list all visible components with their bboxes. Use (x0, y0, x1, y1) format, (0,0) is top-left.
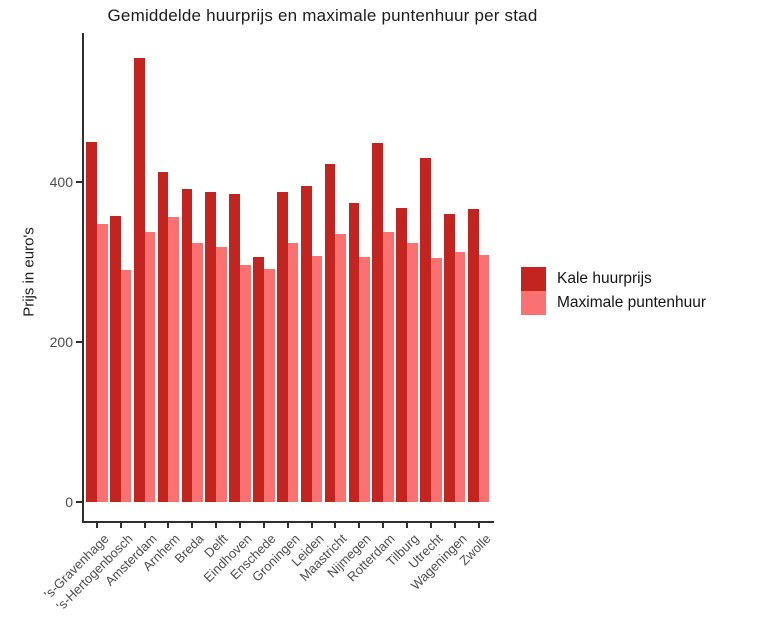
bar-kale-arnhem (157, 171, 169, 502)
x-axis-tick (382, 523, 385, 528)
bar-kale-zwolle (467, 209, 479, 502)
y-axis-tick (76, 501, 82, 503)
bar-kale-groningen (277, 192, 288, 502)
y-tick-label: 200 (49, 334, 73, 350)
legend-label-kale-huurprijs: Kale huurprijs (557, 270, 652, 287)
bar-max-amsterdam (144, 231, 156, 502)
x-axis-tick (477, 523, 480, 528)
bar-max-leiden (311, 256, 323, 502)
chart-title: Gemiddelde huurprijs en maximale puntenh… (107, 6, 538, 25)
bar-max-eindhoven (240, 265, 251, 502)
bar-max-delft (216, 246, 227, 502)
y-axis-tick (76, 181, 82, 183)
x-axis-tick (143, 523, 146, 528)
bar-kale-maastricht (324, 164, 336, 502)
x-axis-tick (215, 523, 218, 528)
x-axis-tick (429, 523, 432, 528)
bar-kale-enschede (253, 257, 264, 502)
bar-max-maastricht (335, 234, 347, 502)
x-axis-tick (405, 523, 408, 528)
x-axis-tick (358, 523, 361, 528)
bar-kale-nijmegen (348, 202, 360, 502)
bar-max-utrecht (430, 258, 442, 502)
bar-kale-amsterdam (133, 58, 145, 502)
legend-entry-maximale-puntenhuur: Maximale puntenhuur (521, 291, 706, 315)
y-axis-line (82, 33, 84, 523)
y-tick-label: 0 (65, 494, 73, 510)
bar-max-shertogenbosch (120, 270, 132, 502)
x-axis-tick (119, 523, 122, 528)
bar-max-zwolle (478, 254, 490, 502)
legend-label-maximale-puntenhuur: Maximale puntenhuur (557, 294, 707, 311)
x-axis-tick (453, 523, 456, 528)
bar-kale-breda (181, 189, 193, 502)
legend-entry-kale-huurprijs: Kale huurprijs (521, 267, 706, 291)
bar-max-groningen (287, 242, 299, 502)
x-axis-tick (310, 523, 313, 528)
bar-kale-eindhoven (229, 194, 240, 502)
bar-kale-shertogenbosch (110, 215, 121, 502)
bar-max-rotterdam (383, 231, 394, 502)
bar-max-sgravenhage (96, 223, 108, 502)
bar-max-arnhem (168, 217, 180, 502)
legend-swatch-maximale-puntenhuur (521, 291, 546, 315)
bar-max-nijmegen (359, 257, 370, 502)
x-axis-tick (191, 523, 194, 528)
bar-kale-leiden (300, 186, 312, 502)
x-axis-tick (167, 523, 170, 528)
y-tick-label: 400 (49, 174, 73, 190)
bar-kale-tilburg (396, 207, 407, 502)
legend: Kale huurprijs Maximale puntenhuur (521, 267, 706, 315)
y-axis-title: Prijs in euro's (20, 227, 38, 317)
bar-max-breda (192, 242, 203, 502)
bar-kale-sgravenhage (86, 142, 97, 502)
bar-max-enschede (263, 269, 275, 502)
bar-kale-delft (205, 192, 217, 502)
x-axis-tick (239, 523, 242, 528)
bar-kale-utrecht (420, 158, 431, 502)
bar-max-tilburg (406, 242, 418, 502)
bar-kale-wageningen (443, 214, 455, 502)
x-axis-line (82, 521, 494, 523)
y-axis-tick (76, 341, 82, 343)
bar-kale-rotterdam (372, 142, 384, 502)
x-axis-tick (262, 523, 265, 528)
x-axis-tick (95, 523, 98, 528)
bar-max-wageningen (454, 252, 466, 502)
legend-swatch-kale-huurprijs (521, 267, 546, 291)
x-axis-tick (334, 523, 337, 528)
x-axis-tick (286, 523, 289, 528)
